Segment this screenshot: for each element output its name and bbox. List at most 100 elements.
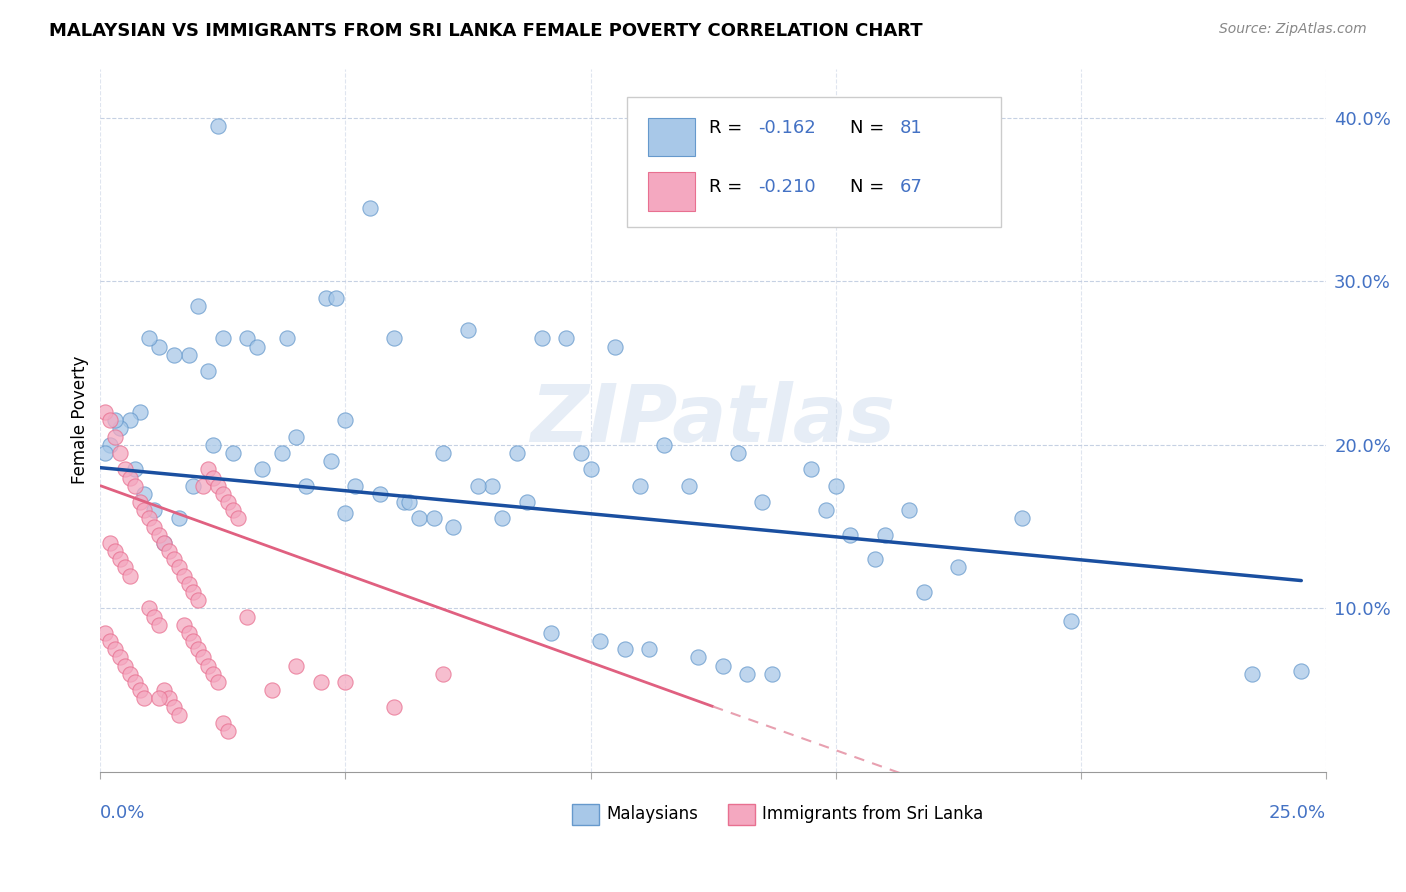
Point: [148, 691, 170, 706]
FancyBboxPatch shape: [627, 96, 1001, 227]
Point: [432, 446, 454, 460]
Point: [197, 658, 219, 673]
Point: [678, 478, 700, 492]
Point: [187, 593, 209, 607]
Point: [359, 201, 381, 215]
Text: 67: 67: [900, 178, 922, 195]
Point: [467, 478, 489, 492]
Point: [108, 446, 131, 460]
Point: [128, 495, 150, 509]
Y-axis label: Female Poverty: Female Poverty: [72, 356, 89, 484]
Point: [222, 446, 245, 460]
Point: [1060, 615, 1083, 629]
Point: [335, 507, 357, 521]
Point: [108, 421, 131, 435]
Point: [628, 478, 651, 492]
Point: [163, 348, 186, 362]
Point: [163, 552, 186, 566]
Point: [246, 340, 269, 354]
Text: ZIPatlas: ZIPatlas: [530, 381, 896, 459]
Text: Source: ZipAtlas.com: Source: ZipAtlas.com: [1219, 22, 1367, 37]
Point: [118, 470, 141, 484]
Point: [638, 642, 661, 657]
Point: [183, 585, 205, 599]
Point: [270, 446, 292, 460]
Point: [114, 462, 136, 476]
Point: [173, 617, 195, 632]
Point: [104, 429, 127, 443]
Bar: [648, 118, 695, 156]
Point: [579, 462, 602, 476]
Point: [946, 560, 969, 574]
Point: [104, 544, 127, 558]
Point: [589, 634, 612, 648]
Point: [335, 413, 357, 427]
Point: [118, 666, 141, 681]
Point: [153, 683, 176, 698]
Point: [335, 675, 357, 690]
Point: [898, 503, 921, 517]
Point: [157, 691, 180, 706]
Text: R =: R =: [710, 120, 748, 137]
Point: [148, 340, 170, 354]
Point: [187, 299, 209, 313]
Point: [138, 331, 160, 345]
Point: [384, 699, 406, 714]
Text: 25.0%: 25.0%: [1268, 804, 1326, 822]
Point: [148, 617, 170, 632]
Point: [540, 626, 562, 640]
Point: [236, 331, 259, 345]
Point: [530, 331, 553, 345]
Point: [98, 438, 121, 452]
Point: [108, 552, 131, 566]
Point: [98, 634, 121, 648]
Point: [128, 683, 150, 698]
Point: [688, 650, 710, 665]
Point: [912, 585, 935, 599]
Point: [207, 478, 229, 492]
Point: [873, 528, 896, 542]
Point: [260, 683, 283, 698]
Point: [207, 119, 229, 133]
Point: [212, 487, 235, 501]
Point: [193, 650, 215, 665]
Text: Immigrants from Sri Lanka: Immigrants from Sri Lanka: [762, 805, 983, 823]
Point: [839, 528, 862, 542]
Point: [143, 503, 166, 517]
Point: [555, 331, 578, 345]
Point: [153, 536, 176, 550]
Point: [197, 364, 219, 378]
Point: [824, 478, 846, 492]
Point: [1011, 511, 1033, 525]
Bar: [728, 804, 755, 825]
Point: [124, 478, 146, 492]
Text: N =: N =: [851, 120, 890, 137]
Point: [94, 405, 117, 419]
Point: [212, 331, 235, 345]
Point: [183, 634, 205, 648]
Point: [128, 405, 150, 419]
Point: [202, 438, 225, 452]
Bar: [572, 804, 599, 825]
Point: [863, 552, 886, 566]
Point: [711, 658, 734, 673]
Point: [481, 478, 503, 492]
Point: [138, 601, 160, 615]
Point: [250, 462, 273, 476]
Point: [104, 642, 127, 657]
Point: [202, 470, 225, 484]
Point: [183, 478, 205, 492]
Text: MALAYSIAN VS IMMIGRANTS FROM SRI LANKA FEMALE POVERTY CORRELATION CHART: MALAYSIAN VS IMMIGRANTS FROM SRI LANKA F…: [49, 22, 922, 40]
Point: [368, 487, 391, 501]
Point: [276, 331, 298, 345]
Point: [212, 715, 235, 730]
Point: [236, 609, 259, 624]
Point: [193, 478, 215, 492]
Point: [114, 560, 136, 574]
Point: [148, 528, 170, 542]
Point: [134, 503, 156, 517]
Text: 0.0%: 0.0%: [100, 804, 146, 822]
Point: [143, 609, 166, 624]
Point: [98, 413, 121, 427]
Point: [177, 626, 200, 640]
